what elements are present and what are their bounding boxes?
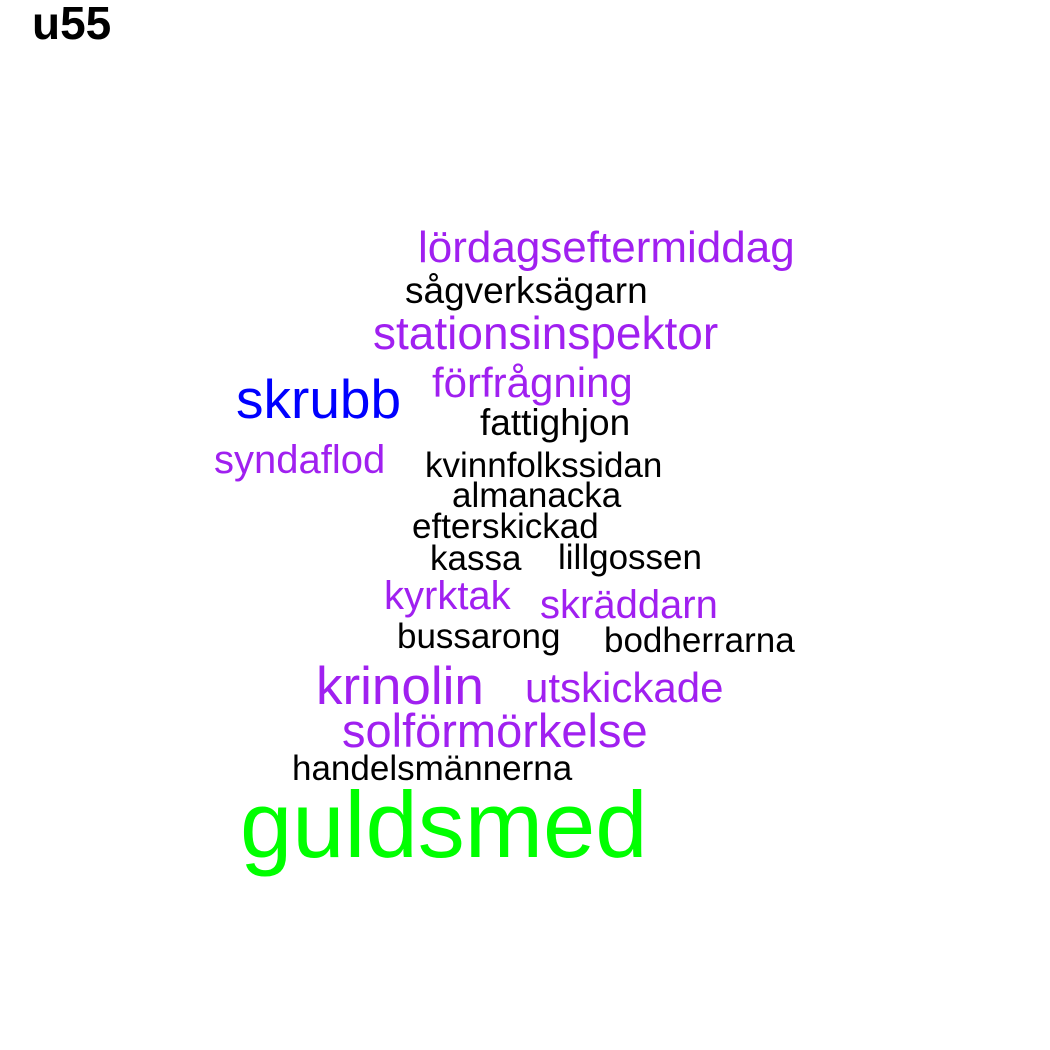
cloud-word: handelsmännerna [292,749,573,788]
cloud-word: krinolin [316,657,484,716]
cloud-word: efterskickad [412,507,599,546]
cloud-word: bodherrarna [604,621,795,660]
cloud-word: kassa [430,539,522,578]
cloud-word: stationsinspektor [373,307,719,359]
cloud-word: solförmörkelse [342,704,648,757]
cloud-word: förfrågning [432,359,633,406]
cloud-word: almanacka [452,476,622,515]
cloud-word: skrubb [236,368,402,430]
cloud-word: fattighjon [480,402,631,443]
cloud-word: kyrktak [384,574,511,618]
cloud-word: sågverksägarn [405,270,648,311]
cloud-word: kvinnfolkssidan [425,446,663,485]
cloud-word: utskickade [525,664,724,711]
cloud-word: bussarong [397,617,561,656]
page-title: u55 [32,0,112,49]
cloud-word: syndaflod [214,438,386,482]
cloud-word: guldsmed [240,772,648,877]
cloud-word: skräddarn [540,583,718,627]
cloud-word: lördagseftermiddag [418,223,795,272]
cloud-word: lillgossen [558,538,702,577]
